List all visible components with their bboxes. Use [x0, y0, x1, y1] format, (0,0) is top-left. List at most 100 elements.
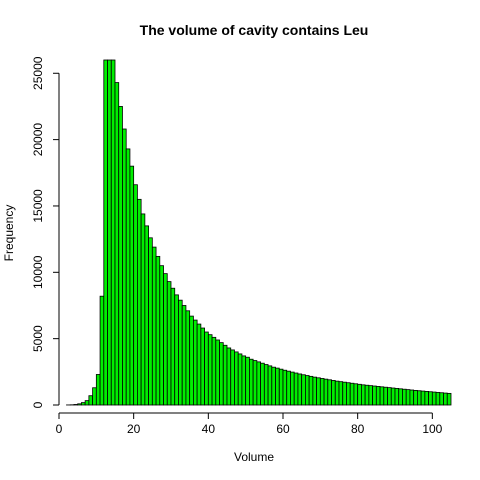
x-tick-label: 20 [127, 422, 141, 436]
histogram-bar [178, 299, 183, 406]
histogram-bar [435, 391, 441, 406]
chart-title: The volume of cavity contains Leu [140, 22, 369, 38]
histogram-bar [267, 365, 273, 406]
histogram-bar [196, 323, 202, 406]
histogram-bar [163, 273, 168, 406]
histogram-bar [129, 165, 135, 406]
histogram-bar [181, 305, 187, 406]
histogram-bar [155, 255, 161, 406]
histogram-bar [402, 388, 407, 406]
x-axis: 0 20 40 60 80 100 [56, 412, 443, 436]
x-tick-label: 100 [422, 422, 442, 436]
histogram-bar [81, 402, 86, 406]
histogram-bar [114, 82, 120, 406]
histogram-bar [271, 366, 276, 406]
x-tick-label: 80 [351, 422, 365, 436]
histogram-bar [327, 379, 332, 406]
y-axis-label: Frequency [2, 205, 16, 262]
histogram-bar [211, 336, 217, 406]
histogram-bar [248, 358, 254, 406]
histogram-bar [136, 198, 142, 406]
histogram-bar [263, 364, 269, 406]
histogram-bar [312, 376, 317, 406]
histogram-bar [237, 353, 243, 406]
histogram-bar [245, 356, 250, 406]
histogram-bar [379, 386, 385, 406]
histogram-bar [409, 389, 415, 406]
y-axis: 0 5000 10000 15000 20000 25000 [31, 56, 60, 408]
histogram-bar [185, 310, 191, 406]
histogram-bar [334, 380, 340, 406]
histogram-bar [290, 371, 295, 406]
histogram-bar [424, 390, 429, 406]
histogram-bar [316, 377, 321, 406]
histogram-bar [144, 225, 149, 406]
histogram-bar [413, 389, 418, 406]
histogram-bar [357, 383, 362, 406]
histogram-bar [252, 360, 258, 406]
histogram-bar [204, 331, 209, 406]
histogram-bar [122, 128, 127, 406]
histogram-bar [222, 344, 228, 406]
histogram-bar [170, 287, 176, 406]
histogram-bar [368, 385, 373, 406]
histogram-bar [230, 349, 235, 406]
histogram-bar [360, 384, 366, 406]
histogram-bar [207, 334, 213, 406]
y-tick-label: 15000 [31, 189, 45, 223]
histogram-bar [234, 351, 239, 406]
histogram-bar [278, 368, 284, 406]
histogram-bar [346, 382, 351, 406]
histogram-bar [428, 391, 433, 406]
histogram-bar [88, 395, 94, 406]
histogram-bar [92, 387, 97, 406]
histogram-bar [308, 375, 314, 406]
histogram-bar [189, 315, 194, 406]
histogram-bar [405, 389, 411, 406]
histogram-bar [390, 387, 396, 406]
histogram-bar [338, 381, 344, 406]
histogram-bar [372, 385, 377, 406]
histogram-bar [84, 400, 90, 406]
histogram-bar [118, 106, 123, 406]
histogram-bar [394, 388, 400, 406]
histogram-bar [297, 373, 303, 406]
histogram-bar [99, 295, 105, 406]
histogram-bar [219, 342, 224, 406]
histogram-bar [103, 59, 108, 406]
histogram-bar [416, 390, 422, 406]
histogram-bar [275, 367, 280, 406]
histogram-bar [349, 382, 355, 406]
bars-group [66, 59, 452, 406]
y-tick-label: 5000 [31, 325, 45, 352]
y-tick-label: 0 [31, 401, 45, 408]
histogram-bar [293, 372, 299, 406]
histogram-bar [304, 375, 310, 406]
histogram-bar [420, 390, 426, 406]
histogram-bar [95, 374, 101, 406]
y-tick-label: 10000 [31, 255, 45, 289]
histogram-bar [319, 378, 325, 406]
histogram-bar [331, 380, 336, 406]
histogram-bar [353, 383, 359, 406]
histogram-bar [148, 237, 153, 406]
histogram-bar [159, 265, 164, 406]
histogram-bar [364, 384, 370, 406]
histogram-bar [140, 213, 146, 406]
histogram-bar [342, 381, 347, 406]
x-axis-label: Volume [234, 450, 274, 464]
y-tick-label: 25000 [31, 56, 45, 90]
histogram-bar [387, 387, 392, 406]
histogram-bar [323, 378, 329, 406]
histogram-bar [398, 388, 403, 406]
histogram-bar [226, 347, 232, 406]
histogram-bar [107, 59, 112, 406]
y-tick-label: 20000 [31, 123, 45, 157]
histogram-bar [286, 370, 291, 406]
histogram-bar [200, 327, 205, 406]
histogram-bar [375, 386, 381, 406]
histogram-bar [151, 246, 157, 406]
histogram-bar [166, 281, 172, 406]
histogram-bar [125, 148, 131, 406]
